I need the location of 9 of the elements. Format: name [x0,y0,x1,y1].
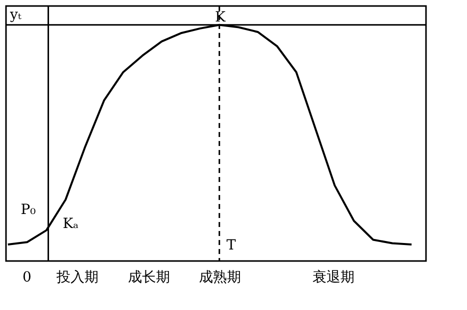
text: 0 [22,270,32,286]
text: 成熟期 [199,270,242,286]
annotation: Kₐ [62,216,80,232]
ref-line-label: yₜ [9,6,22,23]
text: 成长期 [128,270,170,286]
annotation: P₀ [20,202,36,218]
text: 投入期 [55,270,98,286]
text: 衰退期 [312,270,355,286]
annotation: T [226,238,236,254]
